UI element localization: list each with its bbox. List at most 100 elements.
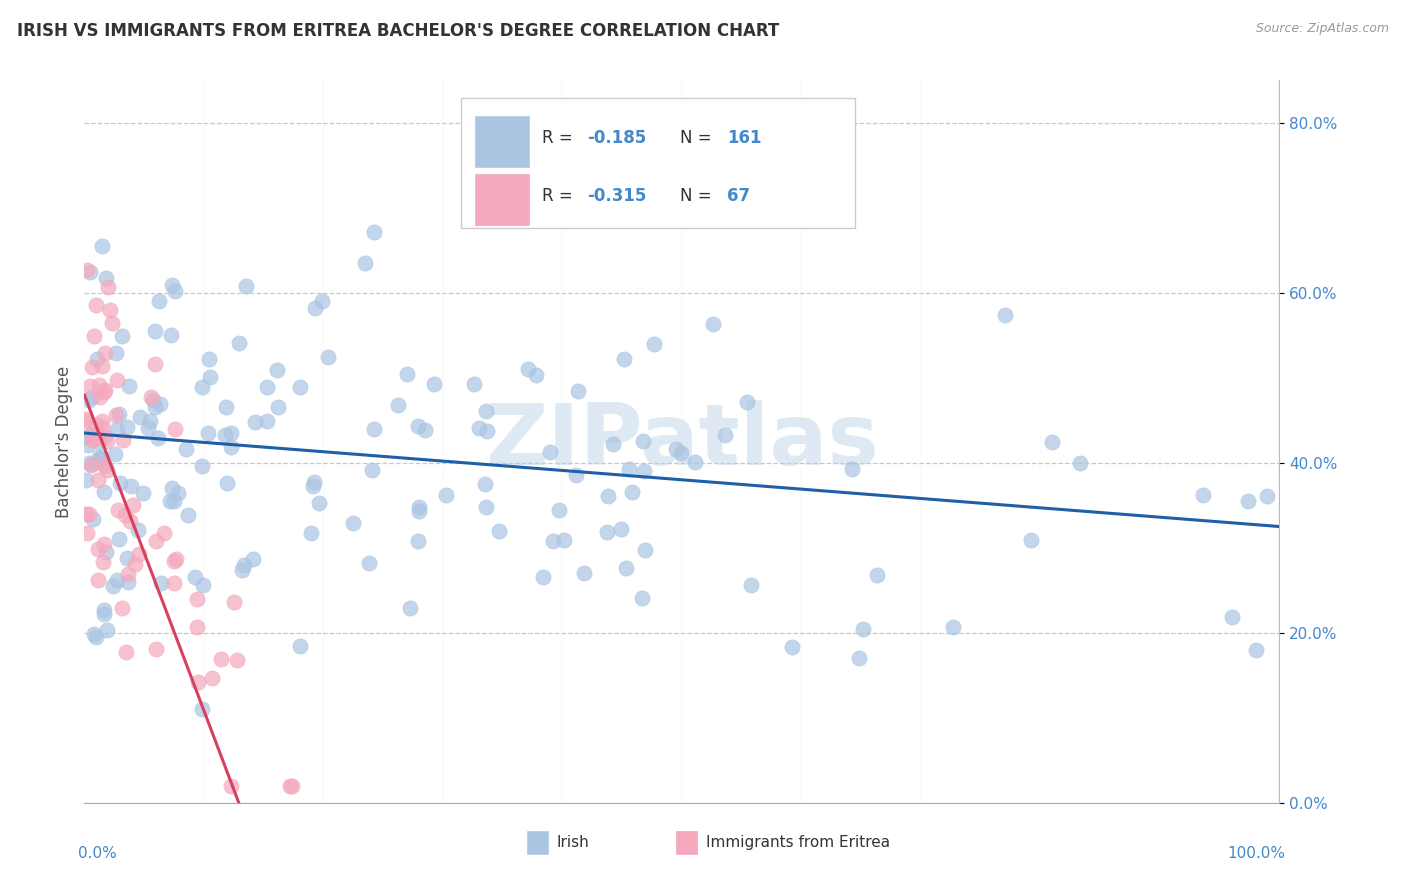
Point bbox=[91, 457, 114, 471]
Point bbox=[408, 500, 430, 514]
Point bbox=[139, 390, 162, 404]
Text: R =: R = bbox=[543, 129, 578, 147]
Point bbox=[149, 397, 172, 411]
Point bbox=[136, 421, 159, 435]
Point bbox=[1256, 489, 1278, 503]
Point bbox=[316, 350, 339, 364]
Point bbox=[942, 620, 965, 634]
Text: ZIPatlas: ZIPatlas bbox=[485, 400, 879, 483]
Point bbox=[740, 577, 762, 591]
Point bbox=[304, 301, 326, 315]
Point bbox=[96, 623, 118, 637]
Point bbox=[643, 337, 665, 351]
Point bbox=[1069, 456, 1091, 470]
Point bbox=[77, 456, 100, 470]
Y-axis label: Bachelor's Degree: Bachelor's Degree bbox=[55, 366, 73, 517]
Point bbox=[395, 368, 418, 382]
Point bbox=[89, 390, 111, 404]
Point bbox=[201, 671, 224, 685]
Point bbox=[76, 263, 98, 277]
Point bbox=[105, 422, 128, 436]
Point bbox=[114, 645, 136, 659]
Point bbox=[474, 477, 496, 491]
Point bbox=[128, 547, 150, 561]
Point bbox=[565, 468, 588, 483]
Point bbox=[256, 380, 278, 394]
Point bbox=[633, 434, 655, 449]
Text: N =: N = bbox=[679, 129, 717, 147]
Point bbox=[209, 652, 232, 666]
Point bbox=[183, 570, 205, 584]
Point bbox=[177, 508, 200, 522]
Point bbox=[610, 522, 633, 536]
Point bbox=[215, 401, 238, 415]
FancyBboxPatch shape bbox=[475, 117, 529, 167]
Point bbox=[568, 213, 591, 227]
Point bbox=[361, 463, 384, 477]
FancyBboxPatch shape bbox=[527, 831, 548, 855]
Point bbox=[735, 395, 758, 409]
Point bbox=[160, 481, 183, 495]
Point bbox=[702, 317, 724, 331]
Text: 161: 161 bbox=[727, 129, 762, 147]
Point bbox=[311, 293, 333, 308]
Point bbox=[543, 534, 565, 549]
Point bbox=[228, 335, 250, 350]
Point bbox=[75, 507, 97, 521]
Point bbox=[669, 446, 692, 460]
Point bbox=[80, 390, 103, 404]
Point bbox=[198, 351, 221, 366]
Point bbox=[97, 280, 120, 294]
Point bbox=[93, 346, 115, 360]
Text: R =: R = bbox=[543, 187, 578, 205]
Point bbox=[163, 494, 186, 508]
Point bbox=[93, 607, 115, 622]
Point bbox=[108, 475, 131, 490]
Point bbox=[93, 385, 115, 400]
Point bbox=[841, 462, 863, 476]
Point bbox=[1220, 609, 1243, 624]
Point bbox=[82, 512, 104, 526]
Text: Irish: Irish bbox=[557, 835, 589, 850]
Text: 100.0%: 100.0% bbox=[1227, 847, 1285, 861]
Point bbox=[91, 359, 114, 374]
Point bbox=[553, 533, 575, 547]
Point bbox=[143, 324, 166, 338]
Point bbox=[160, 277, 183, 292]
Point bbox=[93, 537, 115, 551]
Point bbox=[159, 494, 181, 508]
Point bbox=[226, 653, 249, 667]
Point bbox=[163, 554, 186, 568]
Point bbox=[516, 362, 538, 376]
Point bbox=[80, 428, 103, 442]
Point bbox=[105, 408, 128, 422]
Point bbox=[994, 308, 1017, 322]
Point bbox=[190, 702, 212, 716]
Point bbox=[87, 434, 110, 449]
Point bbox=[243, 415, 266, 429]
Point bbox=[186, 592, 208, 607]
Text: -0.315: -0.315 bbox=[588, 187, 647, 205]
Point bbox=[353, 255, 375, 269]
Point bbox=[468, 420, 491, 434]
Point bbox=[120, 478, 142, 492]
Point bbox=[75, 430, 97, 444]
Point bbox=[108, 532, 131, 546]
Point bbox=[127, 523, 149, 537]
Text: 0.0%: 0.0% bbox=[79, 847, 117, 861]
Point bbox=[153, 526, 176, 541]
Point bbox=[77, 508, 100, 522]
Point bbox=[80, 457, 103, 471]
Text: Source: ZipAtlas.com: Source: ZipAtlas.com bbox=[1256, 22, 1389, 36]
Point bbox=[83, 328, 105, 343]
Point bbox=[118, 514, 141, 528]
Point bbox=[191, 459, 214, 474]
Point bbox=[145, 642, 167, 657]
Point bbox=[299, 526, 322, 541]
Point bbox=[117, 567, 139, 582]
Point bbox=[93, 603, 115, 617]
Point bbox=[463, 376, 485, 391]
Point bbox=[111, 601, 134, 615]
Point bbox=[186, 620, 208, 634]
Point bbox=[221, 426, 243, 441]
